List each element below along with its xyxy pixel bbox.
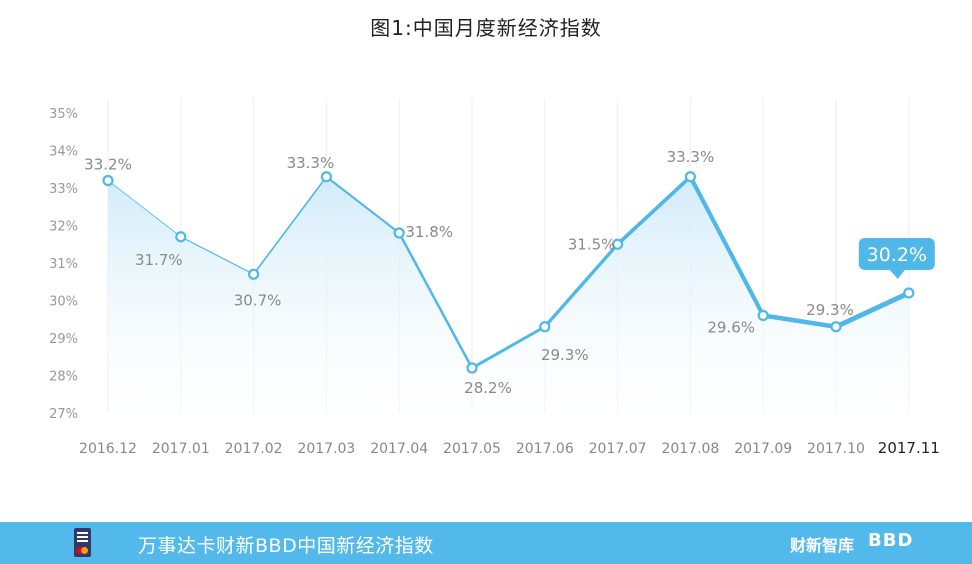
callout-label: 30.2% <box>867 244 927 266</box>
series-line-segment <box>252 175 328 276</box>
data-point <box>757 309 769 322</box>
x-tick-label: 2017.07 <box>589 441 647 457</box>
x-tick-label: 2017.04 <box>370 441 428 457</box>
x-tick-label: 2017.09 <box>734 441 792 457</box>
y-tick-label: 34% <box>49 145 78 160</box>
y-tick-label: 29% <box>49 332 78 347</box>
data-point <box>684 171 697 183</box>
data-label: 31.8% <box>405 223 453 241</box>
x-tick-label: 2017.08 <box>661 441 719 457</box>
x-tick-label: 2016.12 <box>79 441 137 457</box>
y-tick-label: 35% <box>49 107 78 122</box>
series-line-segment <box>833 290 912 330</box>
data-label: 29.6% <box>707 319 755 337</box>
line-chart: 27% 28% 29% 30% 31% 32% 33% 34% 35% 33.2% 31.7% 30… <box>49 98 940 457</box>
bbd-brand: BBD <box>868 530 914 551</box>
series-line-segment <box>688 174 766 318</box>
x-tick-label: 2017.10 <box>807 441 865 457</box>
y-tick-label: 27% <box>49 407 78 422</box>
data-point <box>830 321 842 333</box>
caixin-brand: 财新智库 <box>790 536 855 555</box>
x-tick-label: 2017.11 <box>878 439 940 457</box>
series-line-segment <box>325 175 401 235</box>
data-label: 30.7% <box>234 291 282 309</box>
callout-pointer <box>889 270 905 279</box>
x-tick-label: 2017.03 <box>297 441 355 457</box>
data-point <box>611 238 624 250</box>
data-point <box>393 227 405 239</box>
data-point <box>903 287 915 299</box>
series-line-segment <box>470 325 547 370</box>
data-point <box>466 362 478 374</box>
data-label: 29.3% <box>806 301 854 319</box>
series-line-segment <box>543 242 620 329</box>
callout-box <box>858 238 935 270</box>
x-tick-label: 2017.01 <box>152 441 210 457</box>
y-tick-label: 28% <box>49 370 78 385</box>
series-line-segment <box>760 313 839 330</box>
data-point <box>539 321 551 333</box>
y-tick-label: 31% <box>49 257 78 272</box>
chart-title: 图1:中国月度新经济指数 <box>370 16 602 40</box>
data-label: 33.3% <box>667 148 715 166</box>
footer-title: 万事达卡财新BBD中国新经济指数 <box>138 535 434 557</box>
area-fill <box>108 176 909 413</box>
y-tick-label: 30% <box>49 295 78 310</box>
data-label: 31.5% <box>568 235 616 253</box>
y-tick-label: 33% <box>49 182 78 197</box>
data-label: 31.7% <box>135 251 183 269</box>
series-line-segment <box>107 180 182 238</box>
data-label: 28.2% <box>464 379 512 397</box>
x-tick-label: 2017.06 <box>516 441 574 457</box>
x-tick-label: 2017.02 <box>225 441 283 457</box>
series-line-segment <box>180 236 255 275</box>
nei-logo-icon <box>74 528 91 557</box>
data-point <box>102 174 114 187</box>
series-line-segment <box>615 174 693 247</box>
data-point <box>320 171 332 183</box>
footer-bar: 万事达卡财新BBD中国新经济指数 财新智库 BBD <box>0 522 972 564</box>
data-label: 33.2% <box>84 156 132 174</box>
data-point <box>175 231 187 243</box>
data-label: 33.3% <box>287 154 335 172</box>
data-point <box>248 268 260 280</box>
x-tick-label: 2017.05 <box>443 441 501 457</box>
series-line-segment <box>397 231 474 370</box>
data-label: 29.3% <box>541 346 589 364</box>
y-tick-label: 32% <box>49 220 78 235</box>
